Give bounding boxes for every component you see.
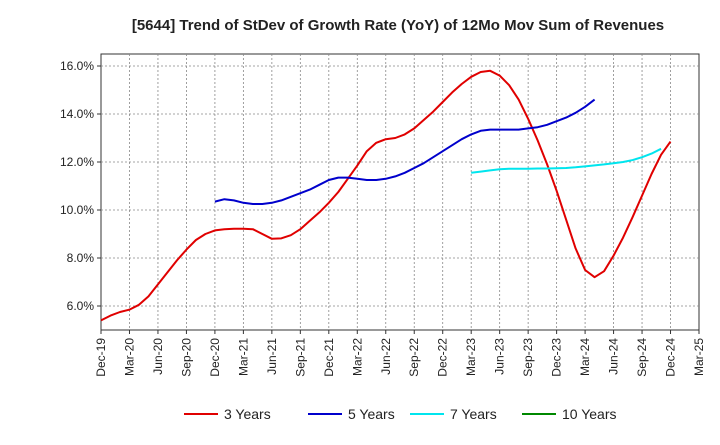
chart-title: [5644] Trend of StDev of Growth Rate (Yo… <box>132 17 664 34</box>
series-line-7-years <box>471 147 662 174</box>
x-tick-label: Mar-20 <box>122 338 136 376</box>
x-tick-label: Jun-22 <box>379 338 393 375</box>
x-tick-label: Mar-21 <box>236 338 250 376</box>
legend-label: 5 Years <box>348 406 395 422</box>
legend-label: 10 Years <box>562 406 617 422</box>
x-tick-label: Dec-19 <box>94 338 108 377</box>
y-tick-label: 14.0% <box>60 107 94 121</box>
x-tick-labels: Dec-19 Mar-20 Jun-20 Sep-20 Dec-20 Mar-21 Jun-… <box>94 330 706 377</box>
y-tick-label: 10.0% <box>60 203 94 217</box>
x-tick-label: Jun-24 <box>607 338 621 375</box>
legend-label: 7 Years <box>450 406 497 422</box>
series-lines <box>100 69 672 322</box>
series-line-3-years <box>100 69 672 322</box>
x-tick-label: Jun-23 <box>493 338 507 375</box>
y-tick-label: 8.0% <box>67 251 95 265</box>
x-tick-label: Dec-23 <box>550 338 564 377</box>
x-tick-label: Jun-20 <box>151 338 165 375</box>
plot-area <box>100 53 700 331</box>
x-tick-label: Jun-21 <box>265 338 279 375</box>
legend: 3 Years 5 Years 7 Years 10 Years <box>184 406 617 422</box>
y-tick-label: 6.0% <box>67 299 95 313</box>
grid-x <box>129 54 671 330</box>
y-tick-label: 16.0% <box>60 59 94 73</box>
x-tick-label: Sep-24 <box>635 338 649 377</box>
x-tick-label: Dec-21 <box>322 338 336 377</box>
x-tick-label: Sep-21 <box>293 338 307 377</box>
x-tick-label: Dec-20 <box>208 338 222 377</box>
x-tick-label: Sep-20 <box>179 338 193 377</box>
y-tick-labels: 6.0% 8.0% 10.0% 12.0% 14.0% 16.0% <box>60 59 101 313</box>
x-tick-label: Mar-23 <box>464 338 478 376</box>
x-tick-label: Sep-22 <box>407 338 421 377</box>
series-line-5-years <box>214 98 596 205</box>
x-tick-label: Sep-23 <box>521 338 535 377</box>
x-tick-label: Mar-24 <box>578 338 592 376</box>
legend-label: 3 Years <box>224 406 271 422</box>
x-tick-label: Dec-22 <box>436 338 450 377</box>
x-tick-label: Mar-22 <box>350 338 364 376</box>
y-tick-label: 12.0% <box>60 155 94 169</box>
x-tick-label: Dec-24 <box>664 338 678 377</box>
x-tick-label: Mar-25 <box>692 338 706 376</box>
